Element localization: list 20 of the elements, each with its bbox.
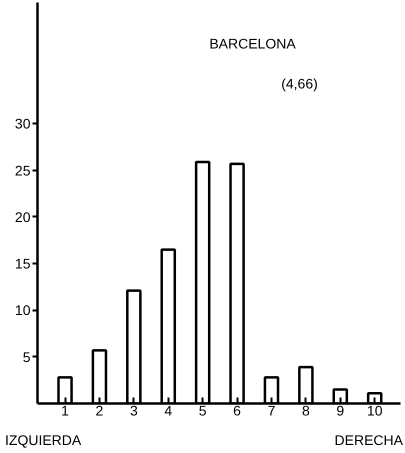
x-tick-label: 8 (302, 402, 310, 418)
x-tick-label: 10 (366, 402, 383, 418)
x-tick-label: 1 (61, 402, 70, 418)
text: IZQUIERDA (5, 431, 82, 450)
text: DERECHA (334, 431, 403, 450)
annotation: (4,66) (281, 76, 318, 92)
y-tick-label: 30 (14, 116, 31, 132)
text: BARCELONA (209, 36, 296, 52)
y-tick-label: 10 (14, 302, 31, 318)
x-tick-label: 2 (96, 402, 104, 418)
y-tick-label: 25 (14, 162, 31, 178)
x-tick-label: 7 (268, 402, 276, 418)
x-tick-label: 3 (130, 402, 138, 418)
y-tick-label: 5 (22, 348, 31, 365)
x-tick-label: 4 (164, 402, 172, 418)
x-tick-label: 5 (198, 402, 207, 418)
y-tick-label: 20 (14, 208, 31, 225)
x-tick-label: 9 (336, 402, 344, 418)
x-tick-label: 6 (233, 402, 242, 418)
y-tick-label: 15 (14, 256, 31, 272)
